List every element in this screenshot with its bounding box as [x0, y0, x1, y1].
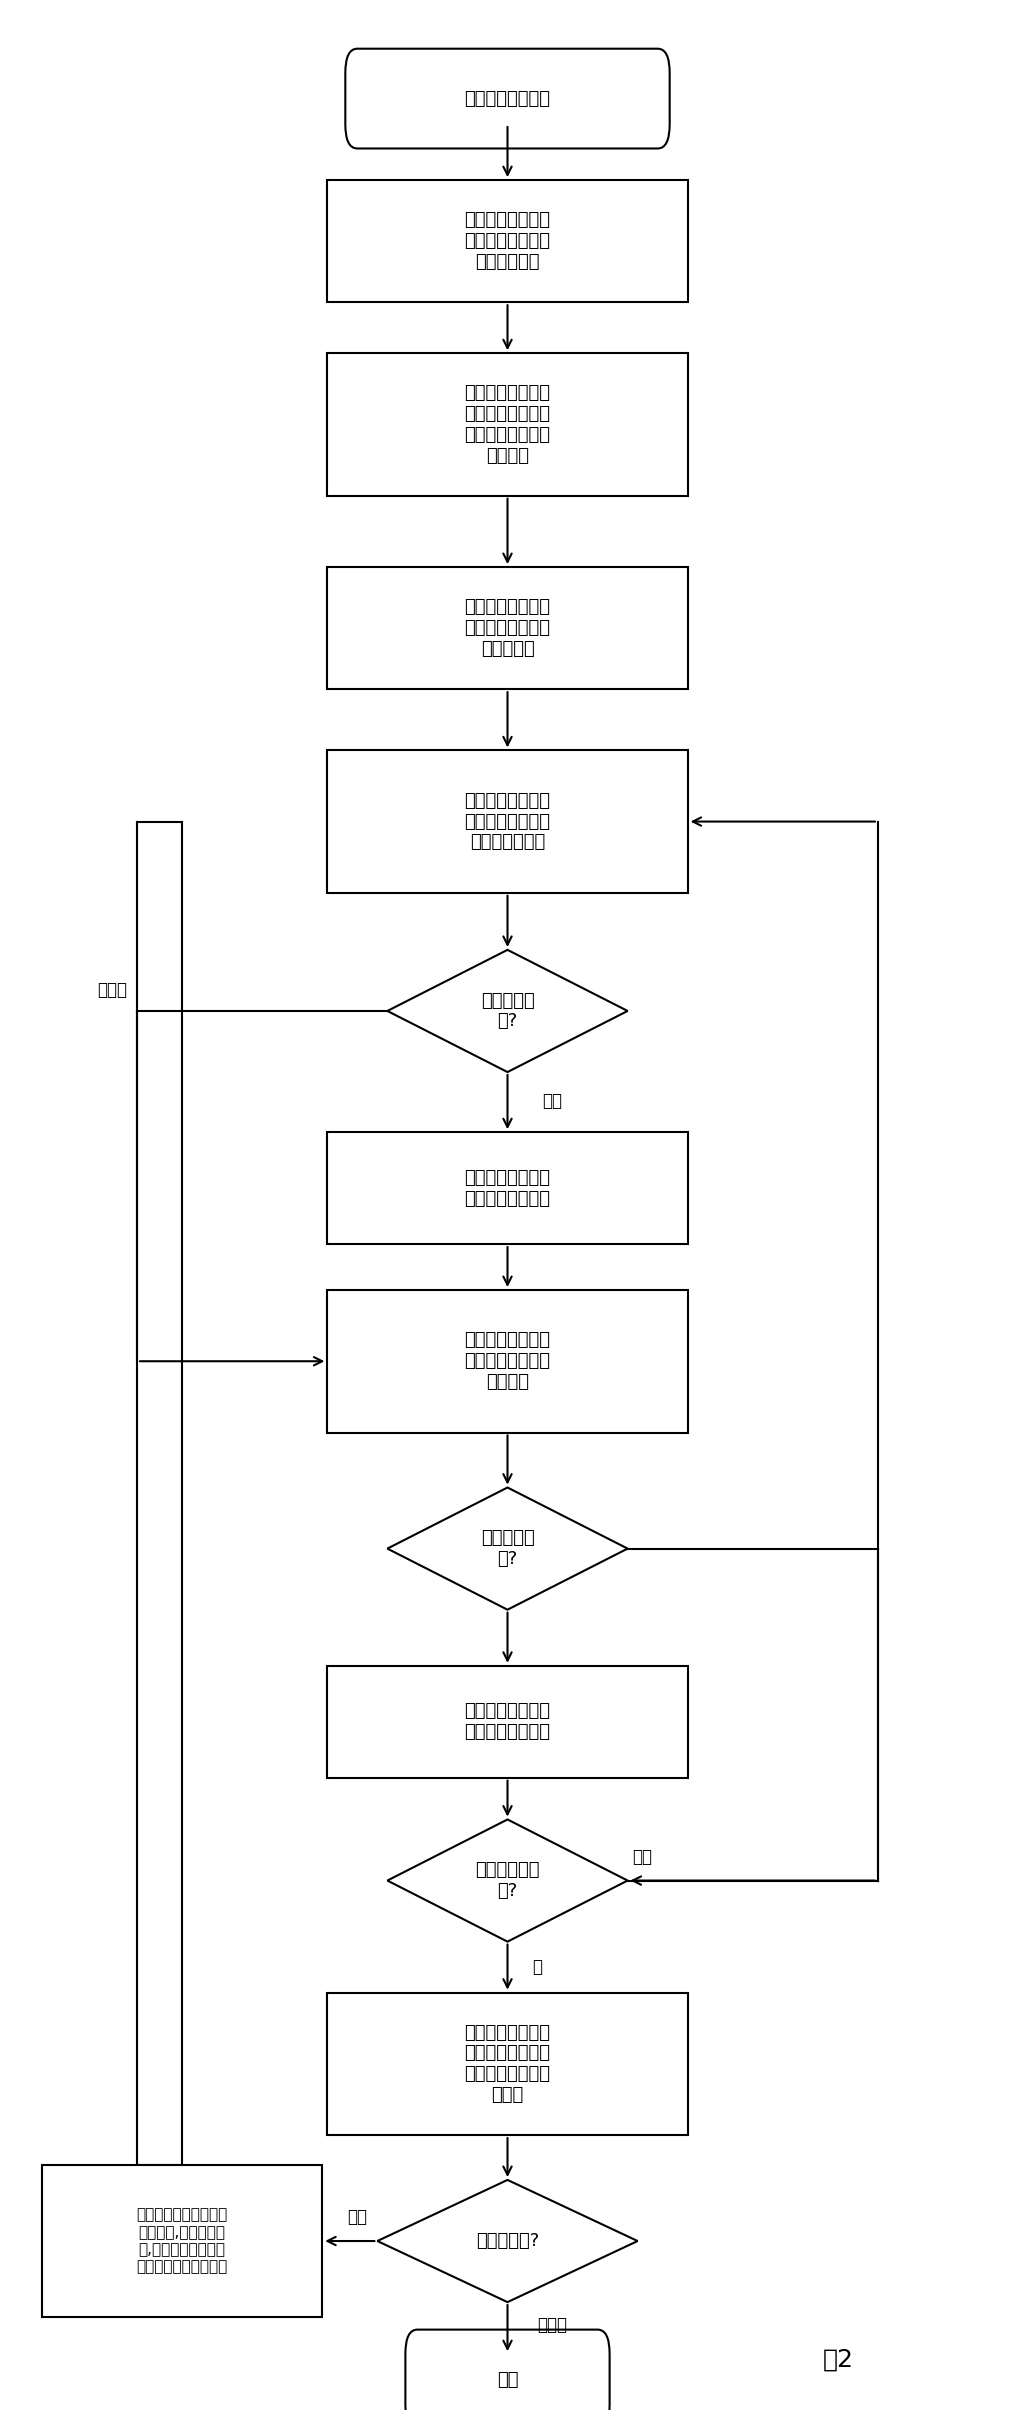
Text: 结束: 结束: [496, 2371, 519, 2388]
FancyBboxPatch shape: [345, 48, 670, 147]
Text: 分布温度计算开始: 分布温度计算开始: [465, 89, 550, 109]
Text: 最后一个道次
吗?: 最后一个道次 吗?: [475, 1861, 540, 1900]
Text: 需要摆钢吗?: 需要摆钢吗?: [476, 2231, 539, 2250]
Bar: [327, 749, 688, 892]
Text: 喷水: 喷水: [543, 1092, 562, 1109]
Text: 计算经过机架后水
冷的板坯温度分布: 计算经过机架后水 冷的板坯温度分布: [465, 1702, 550, 1740]
Text: 需要: 需要: [347, 2207, 367, 2226]
Text: 计算板坯通过除鳞
箱的水冷对流的板
坯温度分布: 计算板坯通过除鳞 箱的水冷对流的板 坯温度分布: [465, 599, 550, 657]
Text: 不是: 不是: [632, 1849, 653, 1866]
Text: 计算经过机架前水
冷的板坯温度分布: 计算经过机架前水 冷的板坯温度分布: [465, 1170, 550, 1208]
Text: 不喷水: 不喷水: [97, 981, 127, 998]
FancyBboxPatch shape: [405, 2330, 610, 2417]
Text: 是: 是: [533, 1958, 543, 1977]
Polygon shape: [378, 2180, 637, 2301]
Bar: [327, 1131, 688, 1245]
Text: 机架后喷水
吗?: 机架后喷水 吗?: [481, 1530, 534, 1569]
Text: 计算板坯经过轧制
变形和轧辊接触的
温度分布: 计算板坯经过轧制 变形和轧辊接触的 温度分布: [465, 1332, 550, 1392]
Text: 机架前喷水
吗?: 机架前喷水 吗?: [481, 991, 534, 1030]
Bar: [327, 568, 688, 689]
Bar: [327, 1992, 688, 2134]
Bar: [327, 1291, 688, 1433]
Polygon shape: [388, 1486, 627, 1610]
Text: 计算板坯从加热炉
抽出到除鳞箱前经
过空冷辐射的板坯
温度分布: 计算板坯从加热炉 抽出到除鳞箱前经 过空冷辐射的板坯 温度分布: [465, 384, 550, 464]
Polygon shape: [388, 950, 627, 1073]
Bar: [327, 353, 688, 495]
Bar: [42, 2166, 323, 2318]
Polygon shape: [388, 1820, 627, 1941]
Text: 图2: 图2: [822, 2347, 854, 2371]
Text: 以最后一道次进入水冷
前为起点,计算摆钢时
间,该时间累加到最后
一道次前的空冷时间里: 以最后一道次进入水冷 前为起点,计算摆钢时 间,该时间累加到最后 一道次前的空冷…: [136, 2207, 227, 2274]
Text: 获取加热炉温度分
布模型参数和与板
坯相关的数据: 获取加热炉温度分 布模型参数和与板 坯相关的数据: [465, 210, 550, 271]
Bar: [327, 179, 688, 302]
Bar: [327, 1665, 688, 1779]
Text: 计算粗轧机架冷却
水前经过空冷辐射
的板坯温度分布: 计算粗轧机架冷却 水前经过空冷辐射 的板坯温度分布: [465, 793, 550, 851]
Text: 计算到粗轧后温度
仪测量位置处经过
空冷辐射的板坯温
度分布: 计算到粗轧后温度 仪测量位置处经过 空冷辐射的板坯温 度分布: [465, 2023, 550, 2105]
Text: 不需要: 不需要: [538, 2315, 567, 2335]
